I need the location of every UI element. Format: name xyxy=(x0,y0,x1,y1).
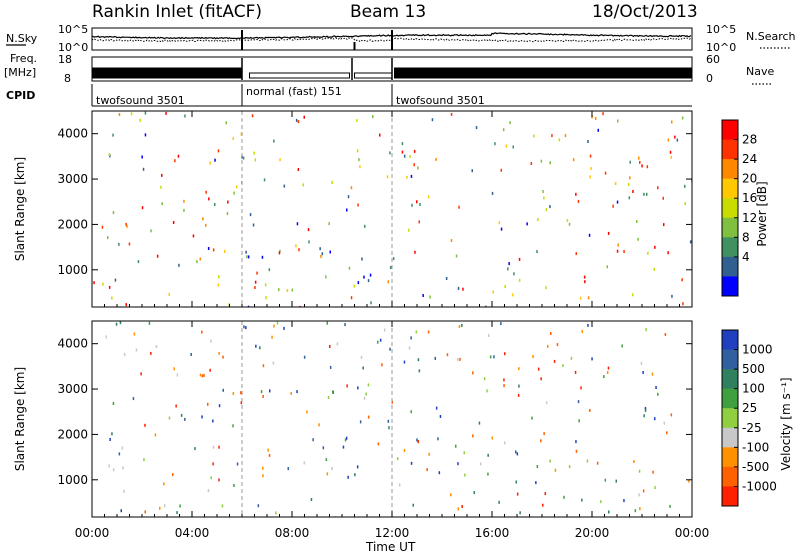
freq-block-0 xyxy=(91,67,243,79)
noise-tick-left-bottom: 10^0 xyxy=(58,41,88,54)
beam-title: Beam 13 xyxy=(350,2,426,22)
nave-tick-bottom: 0 xyxy=(706,72,713,85)
freq-tick-bottom: 8 xyxy=(64,72,71,85)
freq-block-2 xyxy=(354,72,393,79)
freq-unit-label: [MHz] xyxy=(4,66,36,79)
date-title: 18/Oct/2013 xyxy=(592,2,698,22)
noise-tick-left-top: 10^5 xyxy=(58,23,88,36)
noise-traces xyxy=(91,30,692,50)
freq-trace xyxy=(91,58,693,80)
nave-label: Nave xyxy=(746,65,774,78)
nsearch-label: N.Search xyxy=(746,30,796,43)
nsky-label: N.Sky xyxy=(6,32,38,45)
noise-tick-right-bottom: 10^0 xyxy=(706,41,736,54)
nsearch-trace xyxy=(91,37,692,43)
power-cells xyxy=(93,111,692,307)
freq-tick-top: 18 xyxy=(58,53,72,66)
cpid-label: CPID xyxy=(6,89,35,102)
nave-tick-top: 60 xyxy=(706,53,720,66)
freq-block-1 xyxy=(249,72,350,79)
cpid-segment-label-1: twofsound 3501 xyxy=(96,94,185,107)
cpid-segment-label-3: twofsound 3501 xyxy=(396,94,485,107)
station-title: Rankin Inlet (fitACF) xyxy=(92,2,262,22)
noise-tick-right-top: 10^5 xyxy=(706,23,736,36)
freq-label: Freq. xyxy=(10,52,37,65)
cpid-segment-label-2: normal (fast) 151 xyxy=(246,85,342,98)
freq-block-3 xyxy=(394,67,693,79)
cpid-segments: twofsound 3501 normal (fast) 151 twofsou… xyxy=(91,84,692,107)
